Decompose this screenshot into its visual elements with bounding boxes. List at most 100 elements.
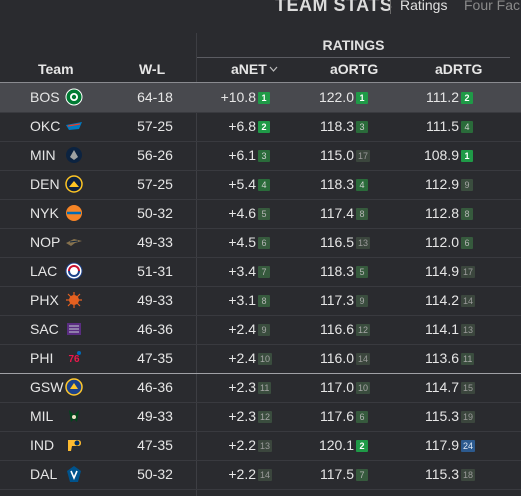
table-row[interactable]: NOP 49-33 +4.5 6 116.5 13 112.0 6	[0, 228, 521, 258]
table-row[interactable]: IND 47-35 +2.2 13 120.1 2 117.9 24	[0, 431, 521, 461]
team-abbr[interactable]: IND	[30, 437, 55, 453]
anet-rank: 2	[258, 121, 270, 133]
adrtg-rank: 14	[461, 295, 476, 307]
win-loss: 49-33	[137, 234, 173, 250]
timberwolves-logo-icon	[65, 146, 83, 164]
adrtg-cell: 112.8 8	[403, 205, 503, 223]
team-column-header[interactable]: Team	[38, 61, 74, 77]
table-row[interactable]: DEN 57-25 +5.4 4 118.3 4 112.9 9	[0, 170, 521, 200]
adrtg-value: 114.2	[425, 292, 459, 308]
table-row[interactable]: OKC 57-25 +6.8 2 118.3 3 111.5 4	[0, 112, 521, 142]
table-row[interactable]: PHI 76 47-35 +2.4 10 116.0 14 113.6 11	[0, 344, 521, 374]
anet-value: +6.1	[228, 147, 256, 163]
table-row[interactable]: GSW 46-36 +2.3 11 117.0 10 114.7 15	[0, 373, 521, 403]
aortg-column-header[interactable]: aORTG	[330, 61, 379, 77]
adrtg-value: 115.3	[425, 408, 459, 424]
adrtg-rank: 11	[461, 353, 475, 365]
adrtg-cell: 111.5 4	[403, 118, 503, 136]
adrtg-column-header[interactable]: aDRTG	[435, 61, 483, 77]
adrtg-rank: 6	[461, 237, 473, 249]
adrtg-cell: 115.3 19	[403, 408, 503, 426]
adrtg-value: 112.8	[425, 205, 459, 221]
adrtg-cell: 114.7 15	[403, 379, 503, 397]
anet-rank: 12	[258, 411, 273, 423]
tab-four-factors[interactable]: Four Fac	[464, 0, 521, 13]
adrtg-value: 111.2	[426, 89, 459, 105]
anet-cell: +4.6 5	[200, 205, 300, 223]
aortg-rank: 6	[356, 411, 368, 423]
team-abbr[interactable]: BOS	[30, 89, 60, 105]
aortg-value: 118.3	[320, 263, 354, 279]
team-abbr[interactable]: PHI	[30, 350, 54, 366]
anet-column-header[interactable]: aNET	[231, 61, 278, 77]
team-abbr[interactable]: MIL	[30, 408, 54, 424]
anet-cell: +2.3 12	[200, 408, 300, 426]
anet-rank: 8	[258, 295, 270, 307]
thunder-logo-icon	[65, 117, 83, 135]
aortg-rank: 1	[356, 92, 368, 104]
aortg-cell: 120.1 2	[298, 437, 398, 455]
table-row[interactable]: PHX 49-33 +3.1 8 117.3 9 114.2 14	[0, 286, 521, 316]
aortg-value: 117.0	[320, 379, 354, 395]
anet-value: +2.3	[228, 379, 256, 395]
adrtg-cell: 115.3 18	[403, 466, 503, 484]
aortg-cell: 116.0 14	[298, 350, 398, 368]
team-abbr[interactable]: GSW	[30, 379, 64, 395]
warriors-logo-icon	[65, 378, 83, 396]
knicks-logo-icon	[65, 204, 83, 222]
win-loss: 47-35	[137, 437, 173, 453]
aortg-rank: 2	[356, 440, 368, 452]
aortg-cell: 117.6 6	[298, 408, 398, 426]
table-row[interactable]: DAL 50-32 +2.2 14 117.5 7 115.3 18	[0, 460, 521, 490]
team-abbr[interactable]: NYK	[30, 205, 59, 221]
adrtg-value: 108.9	[423, 147, 459, 163]
anet-rank: 6	[258, 237, 270, 249]
adrtg-rank: 9	[461, 179, 473, 191]
aortg-value: 118.3	[320, 118, 354, 134]
group-header-divider	[197, 57, 510, 58]
anet-cell: +2.2 14	[200, 466, 300, 484]
anet-rank: 4	[258, 179, 270, 191]
table-row[interactable]: MIN 56-26 +6.1 3 115.0 17 108.9 1	[0, 141, 521, 171]
mavericks-logo-icon	[65, 465, 83, 483]
adrtg-cell: 112.0 6	[403, 234, 503, 252]
anet-cell: +3.1 8	[200, 292, 300, 310]
clippers-logo-icon	[65, 262, 83, 280]
adrtg-rank: 1	[461, 150, 473, 162]
aortg-value: 115.0	[320, 147, 354, 163]
team-abbr[interactable]: PHX	[30, 292, 59, 308]
win-loss: 46-36	[137, 379, 173, 395]
team-abbr[interactable]: NOP	[30, 234, 61, 250]
win-loss: 56-26	[137, 147, 173, 163]
aortg-cell: 117.4 8	[298, 205, 398, 223]
anet-cell: +4.5 6	[200, 234, 300, 252]
aortg-value: 118.3	[320, 176, 354, 192]
table-row[interactable]: NYK 50-32 +4.6 5 117.4 8 112.8 8	[0, 199, 521, 229]
anet-cell: +6.1 3	[200, 147, 300, 165]
aortg-rank: 9	[356, 295, 368, 307]
bucks-logo-icon	[65, 407, 83, 425]
team-abbr[interactable]: DEN	[30, 176, 60, 192]
team-abbr[interactable]: LAC	[30, 263, 58, 279]
team-abbr[interactable]: DAL	[30, 466, 58, 482]
table-row[interactable]: BOS 64-18 +10.8 1 122.0 1 111.2 2	[0, 83, 521, 113]
team-abbr[interactable]: SAC	[30, 321, 59, 337]
anet-value: +10.8	[220, 89, 256, 105]
aortg-value: 117.6	[320, 408, 354, 424]
adrtg-value: 114.9	[425, 263, 459, 279]
aortg-rank: 5	[356, 266, 368, 278]
anet-value: +4.6	[228, 205, 256, 221]
chevron-down-icon	[269, 66, 278, 72]
wl-column-header[interactable]: W-L	[139, 61, 166, 77]
table-row[interactable]: LAC 51-31 +3.4 7 118.3 5 114.9 17	[0, 257, 521, 287]
team-abbr[interactable]: OKC	[30, 118, 61, 134]
adrtg-cell: 114.9 17	[403, 263, 503, 281]
table-row[interactable]: MIL 49-33 +2.3 12 117.6 6 115.3 19	[0, 402, 521, 432]
table-row[interactable]: SAC 46-36 +2.4 9 116.6 12 114.1 13	[0, 315, 521, 345]
win-loss: 49-33	[137, 408, 173, 424]
aortg-value: 122.0	[318, 89, 354, 105]
adrtg-cell: 117.9 24	[403, 437, 503, 455]
aortg-rank: 12	[356, 324, 371, 336]
team-abbr[interactable]: MIN	[30, 147, 56, 163]
tab-ratings[interactable]: Ratings	[400, 0, 448, 13]
